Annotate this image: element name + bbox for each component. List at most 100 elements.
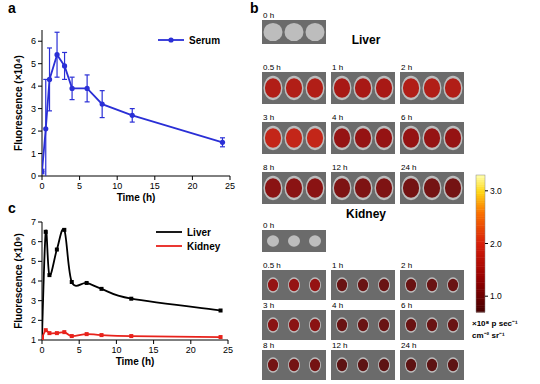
organ — [426, 357, 438, 373]
signal — [265, 178, 281, 197]
time-label: 0.5 h — [263, 261, 281, 270]
signal — [445, 178, 461, 197]
y-tick-label: 0 — [31, 171, 36, 181]
x-axis-title: Time (h) — [117, 192, 156, 203]
signal — [403, 128, 419, 147]
error-cap — [55, 32, 60, 33]
error-cap — [62, 79, 67, 80]
signal — [358, 319, 368, 331]
signal — [427, 319, 437, 331]
signal — [289, 279, 299, 291]
signal — [310, 279, 320, 291]
x-axis — [42, 340, 228, 341]
organ — [402, 126, 421, 150]
colorbar-cell — [476, 175, 485, 178]
signal — [445, 78, 461, 97]
panel-label: a — [8, 0, 16, 16]
fluorescence — [268, 319, 320, 331]
x-tick — [154, 176, 155, 180]
colorbar: 3.02.01.0×10⁸ p sec⁻¹cm⁻² sr⁻¹ — [472, 175, 518, 340]
panel-b: bLiver0 h0.5 h1 h2 h3 h4 h6 h8 h12 h24 h… — [250, 0, 518, 380]
organ-image — [262, 72, 326, 104]
error-cap — [220, 146, 225, 147]
time-label: 3 h — [263, 301, 274, 310]
y-tick-label: 4 — [31, 81, 36, 91]
y-tick — [38, 153, 42, 154]
organ — [357, 317, 369, 333]
fluorescence — [337, 359, 389, 371]
signal — [307, 178, 323, 197]
marker — [42, 169, 45, 174]
marker — [129, 334, 133, 338]
image-background — [331, 72, 395, 104]
organ-image — [331, 350, 395, 380]
organ — [444, 176, 463, 200]
organ — [405, 357, 417, 373]
organ-image — [400, 172, 464, 204]
colorbar-label: cm⁻² sr⁻¹ — [472, 331, 505, 340]
image-background — [262, 270, 326, 300]
image-background — [331, 172, 395, 204]
organ — [306, 76, 325, 100]
series-line — [42, 55, 222, 172]
marker — [70, 280, 74, 284]
signal — [310, 236, 320, 245]
organ — [288, 317, 300, 333]
fluorescence — [268, 236, 320, 245]
organ — [375, 176, 394, 200]
group-title: Liver — [352, 33, 381, 47]
image-background — [400, 350, 464, 380]
signal — [424, 128, 440, 147]
error-bar — [62, 52, 67, 79]
organ-image — [400, 310, 464, 340]
y-tick-label: 4 — [31, 276, 36, 286]
signal — [427, 359, 437, 371]
fluorescence — [406, 359, 458, 371]
organ-image — [262, 230, 326, 252]
marker — [220, 140, 225, 145]
fluorescence — [406, 319, 458, 331]
organ — [288, 277, 300, 293]
marker — [100, 287, 104, 291]
time-label: 4 h — [332, 113, 343, 122]
marker — [100, 102, 105, 107]
time-label: 8 h — [263, 341, 274, 350]
time-label: 0 h — [263, 11, 274, 20]
time-label: 0.5 h — [263, 63, 281, 72]
signal — [424, 178, 440, 197]
organ — [336, 317, 348, 333]
organ-image — [262, 122, 326, 154]
signal — [355, 78, 371, 97]
organ — [309, 317, 321, 333]
signal — [286, 25, 302, 40]
signal — [289, 359, 299, 371]
signal — [337, 319, 347, 331]
time-label: 24 h — [401, 163, 417, 172]
colorbar-tick-label: 3.0 — [490, 186, 502, 196]
signal — [376, 128, 392, 147]
image-background — [400, 310, 464, 340]
organ — [357, 277, 369, 293]
error-bar — [100, 91, 105, 118]
y-tick — [38, 41, 42, 42]
x-tick-label: 15 — [149, 345, 159, 355]
signal — [268, 236, 278, 245]
y-tick — [38, 261, 42, 262]
x-tick-label: 25 — [223, 345, 233, 355]
image-background — [262, 20, 326, 44]
organ-image — [400, 350, 464, 380]
organ — [285, 126, 304, 150]
organ-image — [331, 122, 395, 154]
time-label: 3 h — [263, 113, 274, 122]
x-tick — [42, 176, 43, 180]
image-background — [262, 310, 326, 340]
panel-c: c05101520251234567Time (h)Fluorescence (… — [8, 200, 233, 367]
fluorescence — [268, 279, 320, 291]
signal — [337, 279, 347, 291]
y-tick — [38, 222, 42, 223]
signal — [337, 359, 347, 371]
x-tick-label: 20 — [187, 181, 197, 191]
signal — [448, 359, 458, 371]
y-tick — [38, 300, 42, 301]
fluorescence — [403, 178, 461, 197]
